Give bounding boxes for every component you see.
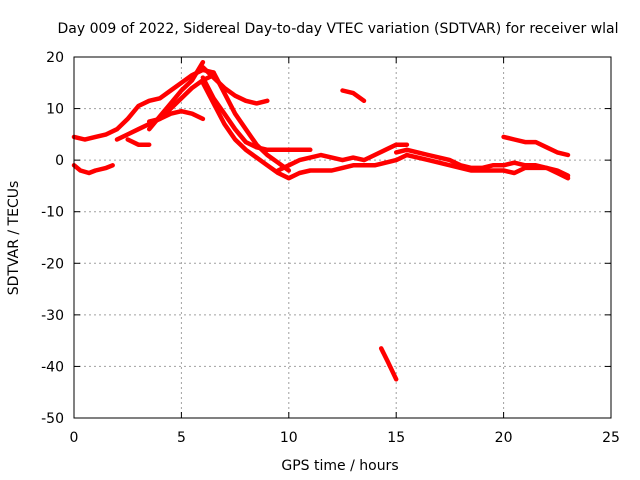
series-line-16 bbox=[501, 134, 571, 158]
x-tick-label: 10 bbox=[280, 430, 298, 446]
series-line-5 bbox=[125, 137, 152, 147]
series-line-11 bbox=[275, 142, 410, 173]
chart-title: Day 009 of 2022, Sidereal Day-to-day VTE… bbox=[57, 21, 618, 37]
x-tick-label: 20 bbox=[495, 430, 513, 446]
x-tick-label: 25 bbox=[602, 430, 620, 446]
series-line-13 bbox=[378, 346, 399, 382]
series-line-12 bbox=[340, 88, 367, 104]
series-line-3 bbox=[71, 163, 115, 176]
series-line-1 bbox=[71, 67, 216, 142]
series-line-10 bbox=[200, 80, 410, 181]
series-line-8 bbox=[146, 59, 206, 132]
grid-lines bbox=[74, 57, 611, 418]
series-layer bbox=[71, 59, 571, 382]
y-tick-label: 20 bbox=[46, 50, 64, 66]
series-line-14 bbox=[393, 147, 571, 181]
y-tick-label: -30 bbox=[41, 308, 64, 324]
series-line-2 bbox=[211, 70, 292, 173]
x-tick-label: 15 bbox=[387, 430, 405, 446]
axis-ticks: 0 5 10 15 20 25 -50 -40 -30 -20 -10 0 10 20 bbox=[41, 50, 620, 446]
y-axis-label: SDTVAR / TECUs bbox=[6, 181, 22, 296]
series-line-15 bbox=[404, 152, 571, 178]
y-tick-label: -50 bbox=[41, 411, 64, 427]
plot-frame bbox=[73, 56, 612, 419]
y-tick-label: -20 bbox=[41, 256, 64, 272]
series-line-7 bbox=[200, 65, 270, 106]
y-tick-label: 0 bbox=[55, 153, 64, 169]
x-axis-label: GPS time / hours bbox=[281, 458, 398, 474]
y-tick-label: 10 bbox=[46, 102, 64, 118]
x-tick-label: 5 bbox=[177, 430, 186, 446]
series-line-9 bbox=[200, 75, 313, 153]
y-tick-label: -40 bbox=[41, 359, 64, 375]
y-tick-label: -10 bbox=[41, 205, 64, 221]
x-tick-label: 0 bbox=[70, 430, 79, 446]
